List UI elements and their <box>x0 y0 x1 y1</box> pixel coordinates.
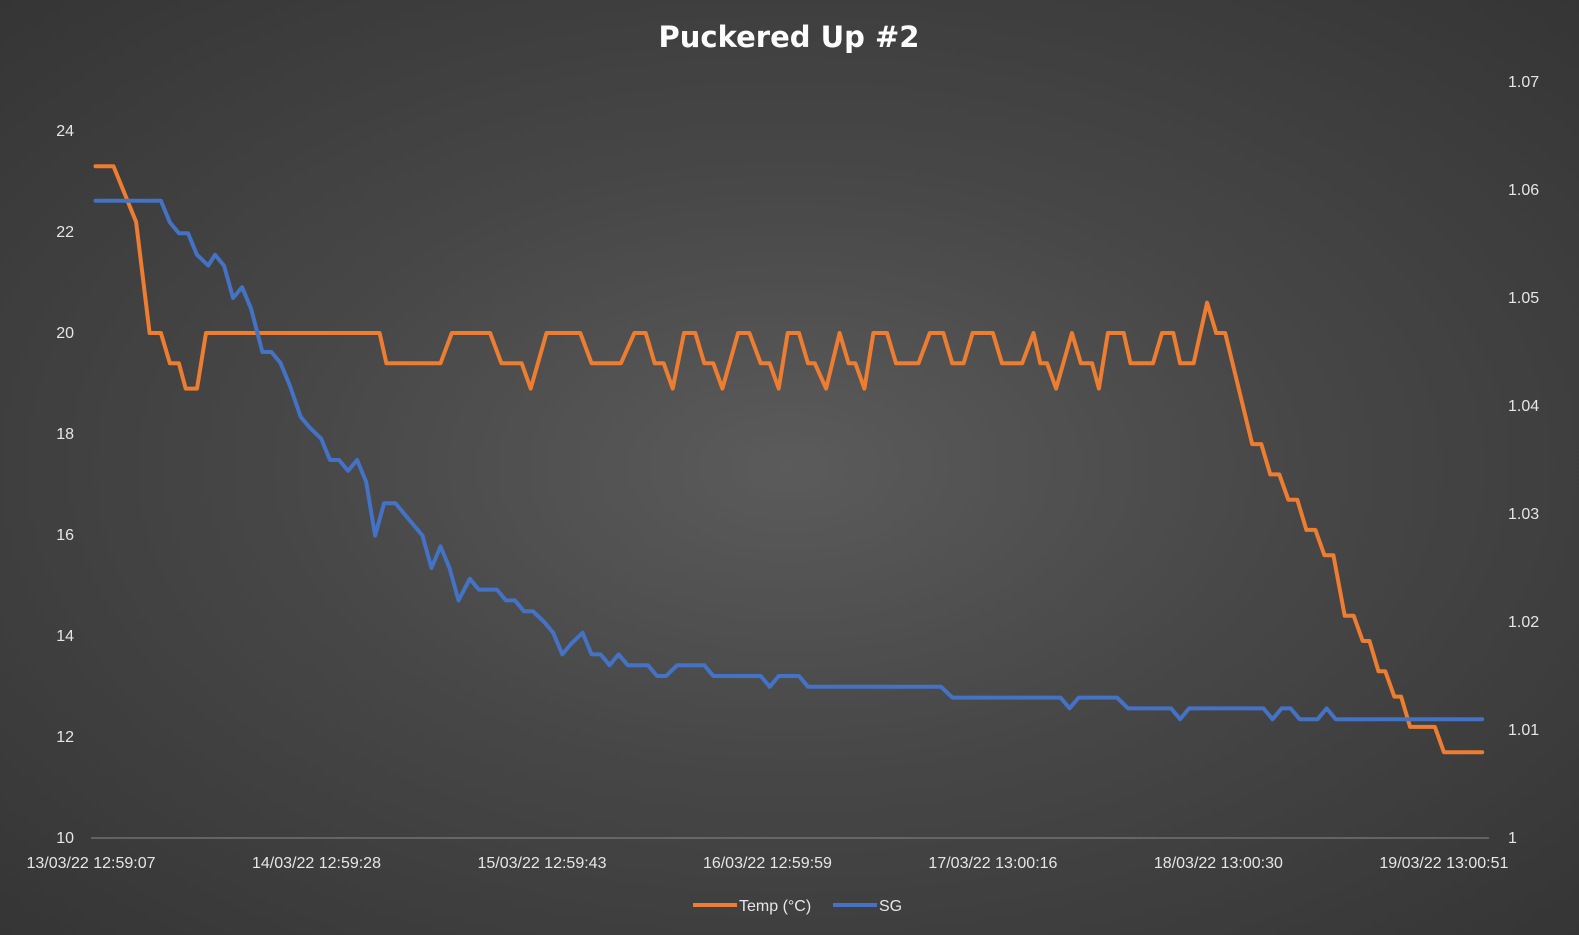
series-line-sg <box>93 198 1485 722</box>
x-tick-label: 15/03/22 12:59:43 <box>477 855 606 872</box>
y-left-tick-label: 24 <box>56 123 74 140</box>
x-tick-label: 13/03/22 12:59:07 <box>26 855 155 872</box>
y-right-tick-label: 1.04 <box>1508 398 1539 415</box>
legend-label: Temp (°C) <box>739 898 811 915</box>
y-left-tick-label: 20 <box>56 325 74 342</box>
x-tick-label: 18/03/22 13:00:30 <box>1154 855 1283 872</box>
y-right-tick-label: 1 <box>1508 830 1517 847</box>
series-lines <box>93 164 1485 755</box>
legend: Temp (°C) SG <box>693 898 902 915</box>
y-left-tick-labels: 10 12 14 16 18 20 22 24 <box>56 123 74 847</box>
y-left-tick-label: 14 <box>56 628 74 645</box>
x-tick-labels: 13/03/22 12:59:07 14/03/22 12:59:28 15/03/… <box>26 855 1508 872</box>
y-left-tick-label: 22 <box>56 224 74 241</box>
y-right-tick-label: 1.02 <box>1508 614 1539 631</box>
y-right-tick-label: 1.06 <box>1508 182 1539 199</box>
y-right-tick-label: 1.05 <box>1508 290 1539 307</box>
y-left-tick-label: 16 <box>56 527 74 544</box>
x-tick-label: 16/03/22 12:59:59 <box>703 855 832 872</box>
x-tick-label: 19/03/22 13:00:51 <box>1379 855 1508 872</box>
series-line-temp-c <box>93 164 1485 755</box>
x-tick-label: 17/03/22 13:00:16 <box>928 855 1057 872</box>
y-left-tick-label: 12 <box>56 729 74 746</box>
x-tick-label: 14/03/22 12:59:28 <box>252 855 381 872</box>
y-right-tick-label: 1.07 <box>1508 74 1539 91</box>
y-right-tick-label: 1.01 <box>1508 722 1539 739</box>
y-left-tick-label: 18 <box>56 426 74 443</box>
legend-label: SG <box>879 898 902 915</box>
y-left-tick-label: 10 <box>56 830 74 847</box>
y-right-tick-labels: 1 1.01 1.02 1.03 1.04 1.05 1.06 1.07 <box>1508 74 1539 847</box>
chart-title: Puckered Up #2 <box>659 20 920 54</box>
y-right-tick-label: 1.03 <box>1508 506 1539 523</box>
